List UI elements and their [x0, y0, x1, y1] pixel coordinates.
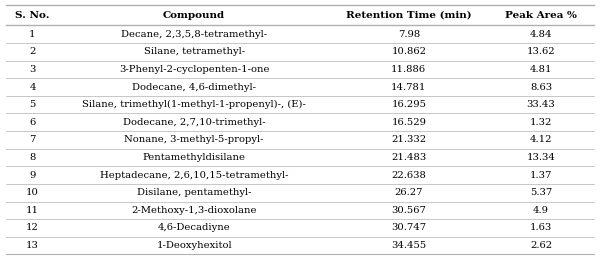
- Text: 11.886: 11.886: [391, 65, 427, 74]
- Text: 2: 2: [29, 47, 35, 56]
- Text: 11: 11: [26, 206, 39, 215]
- Text: 16.529: 16.529: [391, 118, 426, 127]
- Text: 4: 4: [29, 82, 36, 91]
- Text: 4.84: 4.84: [530, 30, 553, 39]
- Text: 13.62: 13.62: [527, 47, 556, 56]
- Text: 30.567: 30.567: [391, 206, 426, 215]
- Text: Decane, 2,3,5,8-tetramethyl-: Decane, 2,3,5,8-tetramethyl-: [121, 30, 267, 39]
- Text: 5: 5: [29, 100, 35, 109]
- Text: 2.62: 2.62: [530, 241, 552, 250]
- Text: 4.9: 4.9: [533, 206, 549, 215]
- Text: Retention Time (min): Retention Time (min): [346, 11, 472, 20]
- Text: Heptadecane, 2,6,10,15-tetramethyl-: Heptadecane, 2,6,10,15-tetramethyl-: [100, 171, 289, 180]
- Text: 3: 3: [29, 65, 35, 74]
- Text: 10: 10: [26, 188, 39, 197]
- Text: 4,6-Decadiyne: 4,6-Decadiyne: [158, 224, 230, 233]
- Text: Silane, trimethyl(1-methyl-1-propenyl)-, (E)-: Silane, trimethyl(1-methyl-1-propenyl)-,…: [82, 100, 306, 109]
- Text: 4.81: 4.81: [530, 65, 553, 74]
- Text: Pentamethyldisilane: Pentamethyldisilane: [143, 153, 245, 162]
- Text: Silane, tetramethyl-: Silane, tetramethyl-: [143, 47, 245, 56]
- Text: Peak Area %: Peak Area %: [505, 11, 577, 20]
- Text: 13.34: 13.34: [527, 153, 556, 162]
- Text: Nonane, 3-methyl-5-propyl-: Nonane, 3-methyl-5-propyl-: [124, 135, 264, 144]
- Text: S. No.: S. No.: [15, 11, 50, 20]
- Text: 1.63: 1.63: [530, 224, 552, 233]
- Text: Dodecane, 2,7,10-trimethyl-: Dodecane, 2,7,10-trimethyl-: [123, 118, 265, 127]
- Text: 21.483: 21.483: [391, 153, 427, 162]
- Text: 5.37: 5.37: [530, 188, 552, 197]
- Text: 10.862: 10.862: [391, 47, 426, 56]
- Text: 26.27: 26.27: [395, 188, 423, 197]
- Text: 14.781: 14.781: [391, 82, 427, 91]
- Text: 1: 1: [29, 30, 36, 39]
- Text: 3-Phenyl-2-cyclopenten-1-one: 3-Phenyl-2-cyclopenten-1-one: [119, 65, 269, 74]
- Text: 1.37: 1.37: [530, 171, 552, 180]
- Text: 7.98: 7.98: [398, 30, 420, 39]
- Text: Disilane, pentamethyl-: Disilane, pentamethyl-: [137, 188, 251, 197]
- Text: 8.63: 8.63: [530, 82, 552, 91]
- Text: 12: 12: [26, 224, 39, 233]
- Text: 1-Deoxyhexitol: 1-Deoxyhexitol: [157, 241, 232, 250]
- Text: 33.43: 33.43: [527, 100, 556, 109]
- Text: 8: 8: [29, 153, 35, 162]
- Text: 22.638: 22.638: [391, 171, 426, 180]
- Text: 4.12: 4.12: [530, 135, 553, 144]
- Text: 16.295: 16.295: [391, 100, 426, 109]
- Text: 34.455: 34.455: [391, 241, 427, 250]
- Text: 13: 13: [26, 241, 39, 250]
- Text: 2-Methoxy-1,3-dioxolane: 2-Methoxy-1,3-dioxolane: [131, 206, 257, 215]
- Text: 6: 6: [29, 118, 35, 127]
- Text: 30.747: 30.747: [391, 224, 427, 233]
- Text: 9: 9: [29, 171, 35, 180]
- Text: 7: 7: [29, 135, 35, 144]
- Text: 21.332: 21.332: [391, 135, 427, 144]
- Text: 1.32: 1.32: [530, 118, 552, 127]
- Text: Compound: Compound: [163, 11, 225, 20]
- Text: Dodecane, 4,6-dimethyl-: Dodecane, 4,6-dimethyl-: [132, 82, 256, 91]
